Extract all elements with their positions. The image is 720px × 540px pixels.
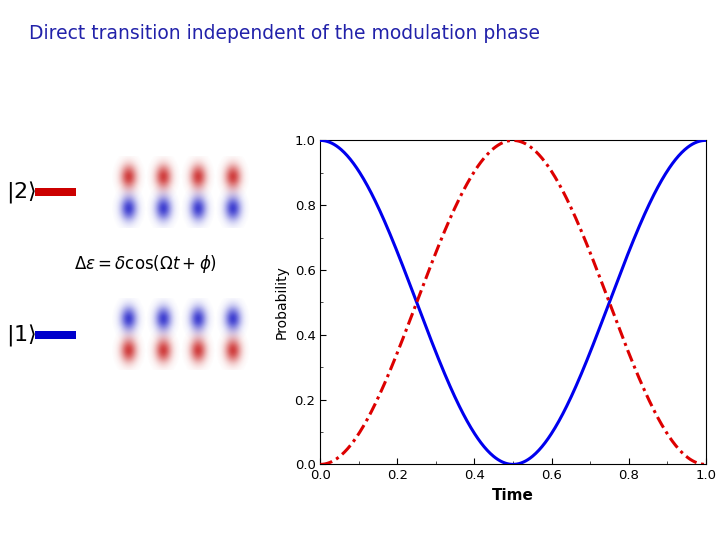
Bar — [35, 188, 76, 196]
Text: Direct transition independent of the modulation phase: Direct transition independent of the mod… — [29, 24, 540, 43]
Y-axis label: Probability: Probability — [275, 266, 289, 339]
Bar — [35, 331, 76, 339]
X-axis label: Time: Time — [492, 488, 534, 503]
Text: $\Delta\varepsilon = \delta\cos(\Omega t + \phi)$: $\Delta\varepsilon = \delta\cos(\Omega t… — [73, 253, 217, 274]
Text: $|2\rangle$: $|2\rangle$ — [6, 179, 36, 205]
Text: $|1\rangle$: $|1\rangle$ — [6, 322, 36, 348]
